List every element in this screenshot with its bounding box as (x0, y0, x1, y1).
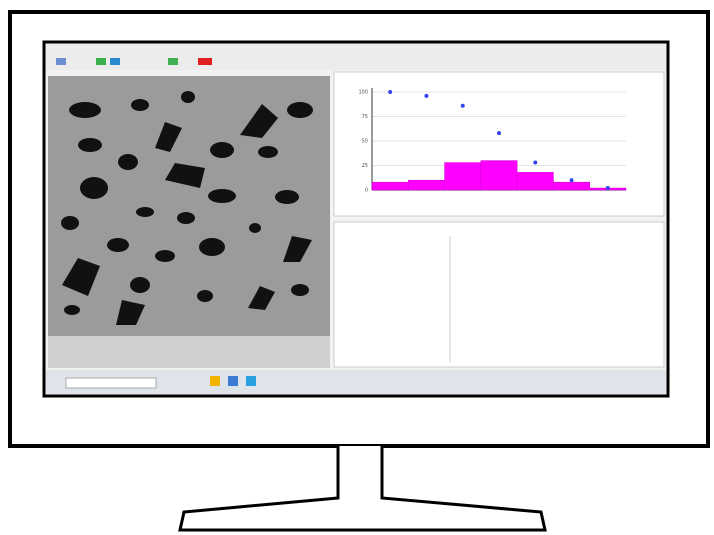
search-box[interactable] (65, 377, 157, 389)
bar (480, 160, 518, 191)
toolbar (46, 44, 666, 70)
cumulative-point (533, 160, 538, 165)
y-tick-label: 50 (362, 139, 368, 145)
cumulative-point (388, 90, 393, 94)
y-tick-label: 75 (362, 114, 368, 120)
taskbar-icon[interactable] (246, 376, 256, 386)
histogram-plot: 0 25 50 75 100 (358, 88, 627, 194)
bar (408, 179, 445, 191)
taskbar-icon[interactable] (228, 376, 238, 386)
stats-panel (333, 221, 665, 368)
y-tick-label: 100 (358, 90, 368, 96)
y-tick-label: 25 (362, 163, 368, 169)
y-tick-label: 0 (365, 188, 368, 194)
taskbar-icon[interactable] (210, 376, 220, 386)
bar (444, 162, 482, 191)
tool-button[interactable] (198, 58, 212, 65)
tool-button[interactable] (168, 58, 178, 65)
chart-panel (333, 71, 665, 217)
cumulative-point (460, 103, 465, 108)
cumulative-point (424, 93, 429, 98)
cumulative-point (497, 131, 501, 136)
bar (516, 172, 554, 191)
tool-button[interactable] (56, 58, 66, 65)
cumulative-point (605, 186, 610, 191)
micrograph (48, 76, 330, 336)
bar (553, 181, 590, 191)
bar (371, 181, 409, 191)
image-footer (48, 336, 330, 368)
cumulative-point (569, 178, 574, 183)
monitor-stand (178, 446, 547, 532)
particles (61, 91, 313, 325)
tool-button[interactable] (96, 58, 106, 65)
tool-button[interactable] (110, 58, 120, 65)
